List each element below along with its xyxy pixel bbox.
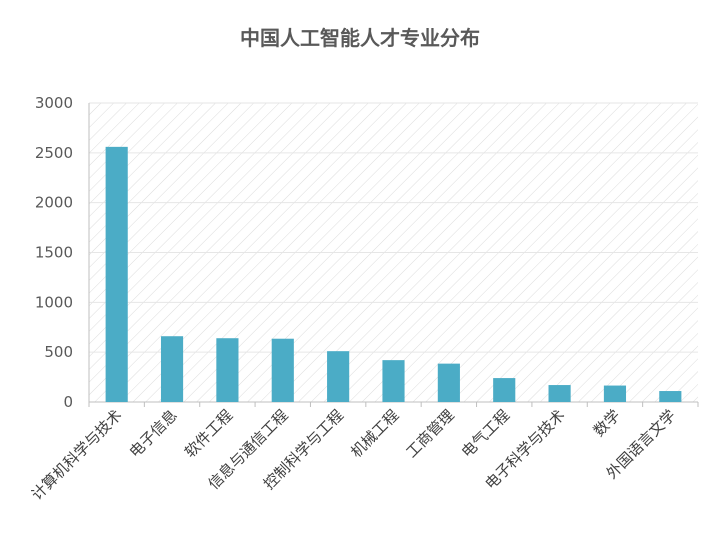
bar [160,336,184,402]
y-tick-label: 3000 [35,94,73,112]
bar [548,385,571,402]
x-tick-label: 计算机科学与技术 [28,406,126,504]
bar [493,378,516,402]
x-tick-label: 机械工程 [347,406,402,461]
y-tick-label: 2500 [35,144,73,162]
gridlines [89,102,698,353]
x-tick-label: 电气工程 [458,406,513,461]
chart-title: 中国人工智能人才专业分布 [240,26,480,50]
y-tick-label: 1500 [35,244,73,262]
y-tick-labels: 0 500 1000 1500 2000 2500 3000 [35,94,73,411]
y-tick-label: 1000 [35,293,73,311]
bar [603,385,627,402]
bars [105,146,682,402]
bar [659,391,682,402]
x-tick-label: 软件工程 [181,406,236,461]
y-tick-label: 500 [44,343,73,361]
x-tick-label: 电子信息 [126,406,181,461]
bar [105,146,128,402]
bar [382,360,405,402]
bar [327,351,350,402]
bar [216,338,239,402]
y-tick-label: 2000 [35,194,73,212]
x-tick-label: 数学 [590,406,624,440]
bar [271,338,294,402]
bar [437,363,460,402]
y-tick-label: 0 [63,393,73,411]
x-tick-label: 工商管理 [403,406,458,461]
